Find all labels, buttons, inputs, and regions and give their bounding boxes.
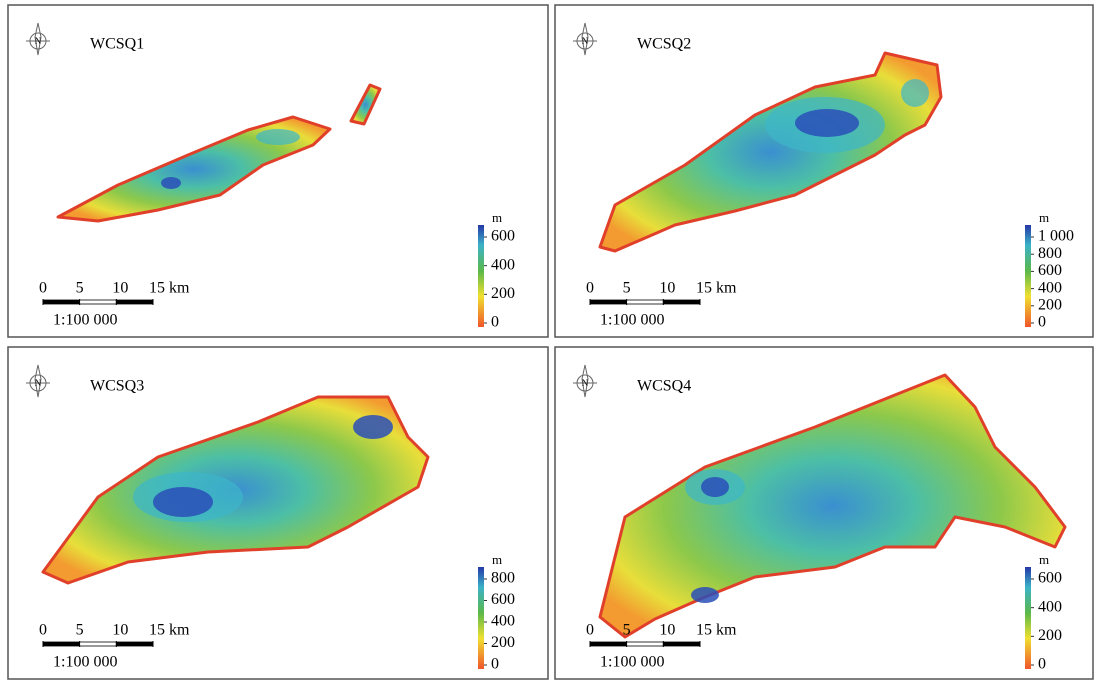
legend-tick-label: 400 [491, 256, 515, 273]
scale-tick-label: 10 [112, 622, 128, 639]
scale-tick-label: 10 [659, 280, 675, 297]
legend-tick-label: 200 [491, 634, 515, 651]
legend-tick-label: 800 [491, 570, 515, 587]
panel-title: WCSQ1 [90, 36, 144, 53]
scale-segment [43, 300, 80, 304]
legend-unit: m [492, 210, 502, 225]
legend-tick-label: 800 [1038, 245, 1062, 262]
panel-title: WCSQ2 [637, 36, 691, 53]
panel-title: WCSQ3 [90, 378, 144, 395]
scale-ratio: 1:100 000 [600, 312, 664, 329]
scale-tick-label: 0 [586, 622, 594, 639]
legend-tick-label: 600 [491, 228, 515, 245]
scale-segment [627, 642, 664, 646]
legend-unit: m [492, 552, 502, 567]
scale-tick-label: 15 km [149, 622, 190, 639]
legend-tick-label: 600 [1038, 262, 1062, 279]
scale-tick-label: 0 [586, 280, 594, 297]
scale-segment [627, 300, 664, 304]
legend-tick-label: 200 [1038, 296, 1062, 313]
color-bar [1025, 225, 1031, 327]
legend-tick-label: 600 [1038, 570, 1062, 587]
relief [795, 109, 859, 137]
scale-segment [80, 642, 117, 646]
scale-tick-label: 15 km [696, 622, 737, 639]
color-bar [478, 567, 484, 669]
scale-tick-label: 5 [623, 622, 631, 639]
color-bar [1025, 567, 1031, 669]
legend-tick-label: 0 [491, 656, 499, 673]
scale-segment [116, 300, 153, 304]
panel: WCSQ1 m 0 200 400 600 0 5 10 15 km 1:100 000 [8, 5, 548, 337]
panel: WCSQ4 m 0 200 400 600 0 5 10 15 km 1:100 000 [555, 347, 1093, 679]
legend-unit: m [1039, 552, 1049, 567]
scale-segment [590, 642, 627, 646]
relief [153, 487, 213, 517]
legend-tick-label: 200 [1038, 627, 1062, 644]
scale-tick-label: 0 [39, 280, 47, 297]
scale-segment [116, 642, 153, 646]
panel-title: WCSQ4 [637, 378, 691, 395]
scale-tick-label: 10 [112, 280, 128, 297]
legend-tick-label: 0 [491, 314, 499, 331]
scale-ratio: 1:100 000 [53, 312, 117, 329]
scale-segment [80, 300, 117, 304]
legend-tick-label: 0 [1038, 656, 1046, 673]
panel: WCSQ3 m 0 200 400 600 800 0 5 10 15 km 1:100 000 [8, 347, 548, 679]
relief [161, 177, 181, 189]
scale-tick-label: 10 [659, 622, 675, 639]
relief [901, 79, 929, 107]
scale-tick-label: 15 km [696, 280, 737, 297]
legend-tick-label: 1 000 [1038, 228, 1074, 245]
scale-tick-label: 0 [39, 622, 47, 639]
legend-tick-label: 400 [1038, 598, 1062, 615]
legend-tick-label: 600 [491, 591, 515, 608]
scale-ratio: 1:100 000 [53, 654, 117, 671]
relief [691, 587, 719, 603]
scale-tick-label: 5 [76, 622, 84, 639]
figure: N WCSQ1m0200400600051015 km1:100 000 WCS… [0, 0, 1099, 681]
relief [353, 415, 393, 439]
relief [701, 477, 729, 497]
scale-segment [663, 642, 700, 646]
legend-unit: m [1039, 210, 1049, 225]
color-bar [478, 225, 484, 327]
legend-tick-label: 0 [1038, 314, 1046, 331]
legend-tick-label: 400 [1038, 279, 1062, 296]
legend-tick-label: 400 [491, 613, 515, 630]
scale-tick-label: 5 [76, 280, 84, 297]
scale-tick-label: 15 km [149, 280, 190, 297]
scale-segment [663, 300, 700, 304]
legend-tick-label: 200 [491, 285, 515, 302]
scale-ratio: 1:100 000 [600, 654, 664, 671]
relief [256, 129, 300, 145]
panel-frame [8, 5, 548, 337]
scale-tick-label: 5 [623, 280, 631, 297]
scale-segment [590, 300, 627, 304]
scale-segment [43, 642, 80, 646]
